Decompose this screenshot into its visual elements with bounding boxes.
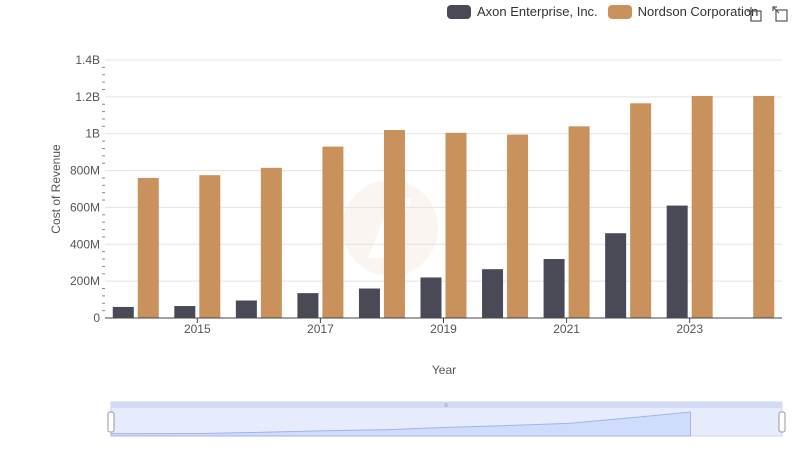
- y-tick-label: 1.2B: [75, 90, 100, 104]
- x-tick-label: 2017: [307, 322, 334, 336]
- bar-nordson: [199, 175, 221, 318]
- range-slider-grip-icon[interactable]: ≡: [444, 403, 448, 409]
- bar-axon: [420, 277, 442, 318]
- bar-axon: [297, 293, 319, 318]
- chart-toolbar: [746, 6, 788, 22]
- y-tick-label: 800M: [70, 164, 100, 178]
- bar-nordson: [568, 126, 590, 318]
- bar-axon: [543, 259, 565, 318]
- y-tick-label: 1B: [85, 127, 100, 141]
- bar-nordson: [507, 134, 529, 318]
- legend-swatch-axon: [447, 4, 471, 19]
- y-axis-title: Cost of Revenue: [49, 144, 63, 234]
- y-tick-label: 1.4B: [75, 53, 100, 67]
- x-axis-title: Year: [432, 363, 456, 377]
- bar-nordson: [630, 103, 652, 318]
- reset-zoom-icon[interactable]: [772, 6, 788, 22]
- x-tick-label: 2023: [676, 322, 703, 336]
- bar-nordson: [691, 95, 713, 318]
- bar-nordson: [322, 146, 344, 318]
- bar-axon: [174, 306, 196, 318]
- range-slider-left-handle[interactable]: [107, 411, 115, 433]
- legend-swatch-nordson: [607, 4, 632, 19]
- bar-axon: [112, 306, 134, 318]
- bar-nordson: [445, 132, 467, 318]
- x-tick-label: 2015: [184, 322, 211, 336]
- range-slider-preview: [110, 411, 691, 437]
- crosshair-zoom-icon[interactable]: [746, 6, 762, 22]
- x-tick-label: 2021: [553, 322, 580, 336]
- bar-nordson: [260, 167, 282, 318]
- range-slider-topbar[interactable]: [111, 402, 782, 408]
- bar-axon: [482, 269, 504, 318]
- bar-nordson: [383, 130, 405, 318]
- x-axis: 2015 2017 2019 2021 2023: [105, 317, 782, 336]
- legend-item-axon[interactable]: Axon Enterprise, Inc.: [447, 4, 598, 19]
- range-slider-right-handle[interactable]: [778, 411, 786, 433]
- y-axis: 0 200M 400M 600M 800M 1B 1.2B 1.4B: [70, 53, 105, 325]
- legend-label-axon: Axon Enterprise, Inc.: [477, 4, 598, 19]
- y-tick-label: 200M: [70, 274, 100, 288]
- legend: Axon Enterprise, Inc. Nordson Corporatio…: [447, 4, 758, 19]
- bar-axon: [666, 205, 688, 318]
- y-tick-label: 0: [93, 311, 100, 325]
- bar-nordson: [137, 177, 159, 318]
- bar-axon: [235, 300, 257, 318]
- bar-axon: [358, 288, 380, 318]
- x-tick-label: 2019: [430, 322, 457, 336]
- y-tick-label: 600M: [70, 200, 100, 214]
- range-slider[interactable]: ≡: [107, 401, 786, 437]
- legend-label-nordson: Nordson Corporation: [637, 4, 759, 19]
- legend-item-nordson[interactable]: Nordson Corporation: [607, 4, 759, 19]
- y-tick-label: 400M: [70, 237, 100, 251]
- bars: [112, 95, 775, 318]
- bar-axon: [605, 233, 627, 318]
- bar-nordson: [753, 95, 775, 318]
